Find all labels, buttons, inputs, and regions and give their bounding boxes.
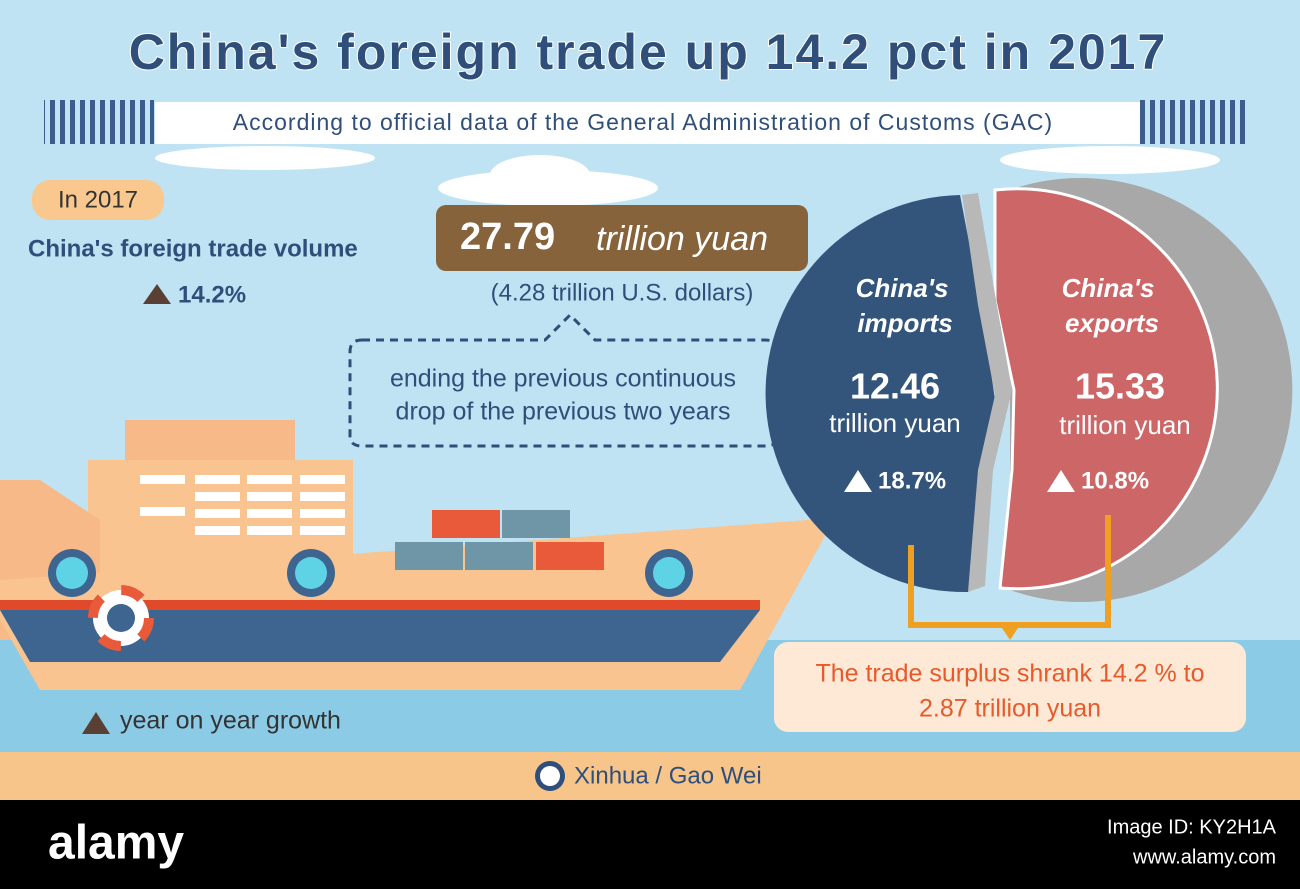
usd: (4.28 trillion U.S. dollars) <box>491 279 754 306</box>
imports-value: 12.46 <box>850 366 940 407</box>
surplus-box <box>774 642 1246 732</box>
site: www.alamy.com <box>1132 846 1276 868</box>
imports-segment <box>765 195 995 593</box>
note-line: ending the previous continuous <box>390 365 736 393</box>
image-id: Image ID: KY2H1A <box>1107 816 1277 838</box>
footer-band <box>0 800 1300 889</box>
trade-growth: 14.2% <box>178 281 246 308</box>
imports-title: China's <box>856 273 949 303</box>
credit: Xinhua / Gao Wei <box>574 762 762 789</box>
amount-box <box>436 205 808 271</box>
exports-value: 15.33 <box>1075 366 1165 407</box>
note-box <box>348 312 780 448</box>
surplus-line: The trade surplus shrank 14.2 % to <box>815 660 1204 688</box>
amount: 27.79 <box>460 216 555 258</box>
exports-growth: 10.8% <box>1081 467 1149 494</box>
bracket-arrow <box>1000 625 1020 640</box>
ship <box>0 420 835 690</box>
legend-icon <box>82 712 110 734</box>
surplus-line: 2.87 trillion yuan <box>919 695 1101 723</box>
cloud <box>1000 146 1220 174</box>
growth-icon <box>844 470 872 492</box>
trade-label: China's foreign trade volume <box>28 235 358 262</box>
footer-brand: alamy <box>48 817 184 870</box>
note-line: drop of the previous two years <box>396 398 731 426</box>
legend: year on year growth <box>120 707 341 735</box>
imports-unit: trillion yuan <box>829 408 961 438</box>
amount-unit: trillion yuan <box>596 220 768 258</box>
cloud <box>155 146 375 170</box>
growth-icon <box>143 284 171 304</box>
imports-growth: 18.7% <box>878 467 946 494</box>
subtitle: According to official data of the Genera… <box>233 109 1053 135</box>
xinhua-logo <box>540 766 560 786</box>
imports-title: imports <box>857 308 952 338</box>
title: China's foreign trade up 14.2 pct in 201… <box>129 24 1168 80</box>
stripes <box>44 100 1250 144</box>
exports-unit: trillion yuan <box>1059 410 1191 440</box>
exports-title: China's <box>1062 273 1155 303</box>
cloud <box>490 155 590 195</box>
year-pill <box>32 180 164 220</box>
growth-icon <box>1047 470 1075 492</box>
credit-band <box>0 752 1300 800</box>
year-label: In 2017 <box>58 186 138 213</box>
subtitle-box <box>155 102 1145 144</box>
exports-title: exports <box>1065 308 1159 338</box>
divider <box>962 193 1012 592</box>
